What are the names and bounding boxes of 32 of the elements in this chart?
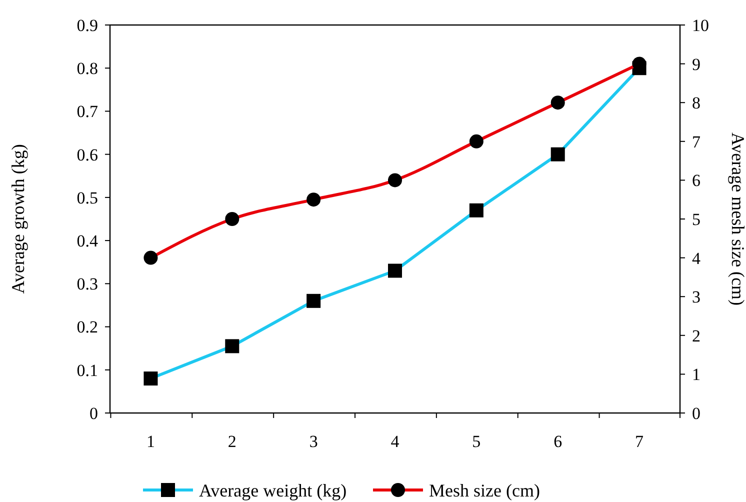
y2-tick-label: 4 xyxy=(692,248,701,268)
x-tick-label: 1 xyxy=(146,432,155,451)
y-tick-label: 0.6 xyxy=(76,145,98,164)
y-tick-label: 0.9 xyxy=(76,16,98,35)
y2-tick-label: 7 xyxy=(692,132,701,152)
x-tick-label: 2 xyxy=(228,432,236,451)
y2-tick-label: 5 xyxy=(692,210,700,229)
x-tick-label: 3 xyxy=(309,432,318,451)
y-tick-label: 0.1 xyxy=(76,360,98,380)
y-axis-title: Average growth (kg) xyxy=(8,144,28,294)
legend-label: Average weight (kg) xyxy=(199,480,347,500)
y-tick-label: 0.3 xyxy=(76,274,98,294)
y2-tick-label: 10 xyxy=(692,16,709,35)
y-tick-label: 0.8 xyxy=(76,59,98,78)
y-tick-label: 0 xyxy=(90,404,98,423)
x-tick-label: 4 xyxy=(390,432,400,451)
y-tick-label: 0.4 xyxy=(76,232,98,251)
y2-axis-title: Average mesh size (cm) xyxy=(728,132,746,306)
y-tick-label: 0.7 xyxy=(76,102,98,122)
x-tick-label: 5 xyxy=(472,432,481,451)
y2-tick-label: 6 xyxy=(692,171,700,190)
y2-tick-label: 2 xyxy=(692,326,700,346)
legend-label: Mesh size (cm) xyxy=(429,480,540,500)
y2-tick-label: 0 xyxy=(692,404,700,423)
x-tick-label: 6 xyxy=(554,432,562,451)
y-tick-label: 0.5 xyxy=(76,188,98,208)
y2-tick-label: 8 xyxy=(692,94,700,113)
x-tick-label: 7 xyxy=(635,432,644,451)
y-tick-label: 0.2 xyxy=(76,318,98,337)
y2-tick-label: 9 xyxy=(692,54,700,74)
y2-tick-label: 1 xyxy=(692,365,700,384)
y2-tick-label: 3 xyxy=(692,288,700,307)
